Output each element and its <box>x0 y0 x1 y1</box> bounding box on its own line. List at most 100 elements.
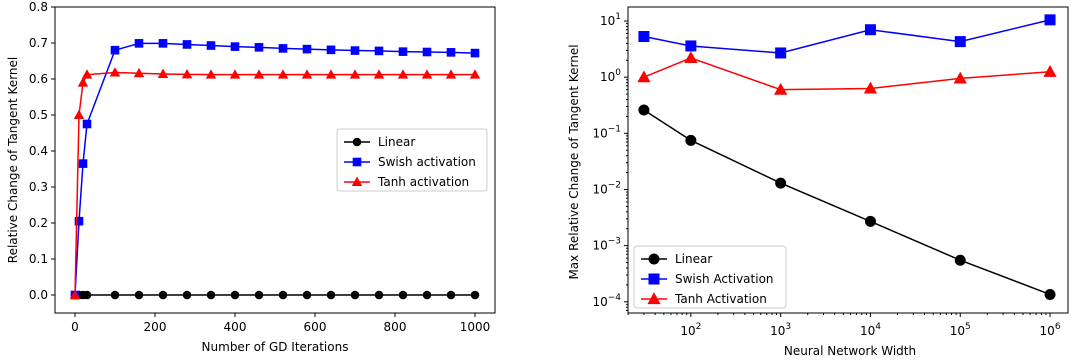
chart-relative-change-vs-iterations: 0 200 400 600 800 1000 0.00.10.20.30.40.50.60… <box>6 0 496 354</box>
legend-box <box>336 128 488 192</box>
data-point <box>230 42 240 51</box>
data-point <box>349 69 361 79</box>
x-tick-label: 1000 <box>460 320 491 334</box>
legend-item-tanh-activation: Tanh activation <box>344 175 469 189</box>
y-tick-label: 0.5 <box>29 108 48 122</box>
data-point <box>134 290 144 300</box>
data-point <box>158 290 168 300</box>
legend-marker <box>648 253 660 265</box>
data-point <box>229 69 241 79</box>
data-point <box>73 109 85 119</box>
x-tick-label: 104 <box>860 322 881 338</box>
data-point <box>181 68 193 79</box>
series-swish-activation <box>70 39 480 300</box>
x-tick-label: 200 <box>144 320 167 334</box>
data-point <box>182 40 192 49</box>
x-tick-label: 800 <box>384 320 407 334</box>
data-point <box>864 24 876 36</box>
x-axis-ticks: 0 200 400 600 800 1000 <box>71 313 490 334</box>
data-point <box>637 70 651 83</box>
x-tick-label: 105 <box>950 322 971 338</box>
data-point <box>954 254 966 266</box>
x-tick-label: 600 <box>304 320 327 334</box>
y-axis-ticks: 0.0 0.1 0.2 0.3 0.4 0.5 0.6 0.7 0.8 <box>29 0 55 302</box>
data-point <box>302 44 312 54</box>
data-point <box>775 47 787 59</box>
series-linear <box>70 290 480 300</box>
legend-label: Swish Activation <box>675 272 774 286</box>
plot-frame <box>627 6 1069 314</box>
y-tick-label: 0.0 <box>29 288 48 302</box>
data-point <box>775 177 787 189</box>
y-tick-label: 10−2 <box>592 180 621 196</box>
data-point <box>325 69 337 79</box>
y-tick-label: 0.4 <box>29 144 48 158</box>
y-axis-ticks: 10−4 10−3 10−2 10−1 100 101 <box>592 12 628 311</box>
data-point <box>78 159 88 168</box>
chart-max-change-vs-width: 102 103 104 105 106 10−4 10−3 10−2 10−1 100 101 N… <box>567 6 1069 358</box>
legend-item-tanh-activation: Tanh Activation <box>641 292 767 306</box>
legend-label: Tanh activation <box>377 175 469 189</box>
legend-box <box>633 245 787 309</box>
data-point <box>110 45 120 55</box>
y-axis-title: Max Relative Change of Tangent Kernel <box>567 44 581 279</box>
data-point <box>133 67 145 78</box>
data-point <box>254 290 264 300</box>
data-point <box>206 41 216 50</box>
series-tanh-activation <box>637 51 1057 95</box>
data-point <box>82 119 92 129</box>
legend-label: Linear <box>675 252 712 266</box>
legend-label: Linear <box>378 135 415 149</box>
data-point <box>397 69 409 79</box>
legend: Linear Swish Activation Tanh Activation <box>633 245 787 309</box>
data-point <box>422 47 432 57</box>
series-line <box>643 57 1051 91</box>
data-point <box>182 290 192 300</box>
y-tick-label: 0.1 <box>29 252 48 266</box>
series-group <box>69 39 481 300</box>
legend-item-linear: Linear <box>344 135 415 149</box>
data-point <box>685 134 697 146</box>
x-axis-title: Number of GD Iterations <box>202 340 349 354</box>
data-point <box>278 290 288 300</box>
x-tick-label: 400 <box>224 320 247 334</box>
data-point <box>374 46 384 56</box>
series-line <box>643 109 1051 296</box>
data-point <box>470 48 480 58</box>
series-swish-activation <box>638 14 1056 59</box>
legend-label: Swish activation <box>378 155 476 169</box>
data-point <box>77 77 89 87</box>
data-point <box>254 43 264 52</box>
data-point <box>157 68 169 78</box>
series-line <box>643 19 1051 54</box>
data-point <box>638 104 650 116</box>
data-point <box>350 46 360 55</box>
data-point <box>469 69 481 79</box>
data-point <box>69 289 81 299</box>
legend-marker <box>647 292 661 305</box>
legend-marker <box>352 157 362 167</box>
data-point <box>253 69 265 79</box>
series-linear <box>638 104 1056 300</box>
data-point <box>864 215 876 227</box>
y-tick-label: 0.6 <box>29 72 48 86</box>
y-axis-title: Relative Change of Tangent Kernel <box>6 57 20 263</box>
data-point <box>278 44 288 53</box>
x-axis-title: Neural Network Width <box>784 344 916 358</box>
data-point <box>638 31 650 43</box>
y-tick-label: 0.3 <box>29 180 48 194</box>
series-tanh-activation <box>69 67 481 299</box>
y-tick-label: 100 <box>600 68 621 84</box>
data-point <box>422 290 432 300</box>
series-group <box>637 14 1057 300</box>
data-point <box>158 39 168 48</box>
y-tick-label: 0.7 <box>29 36 48 50</box>
data-point <box>421 69 433 79</box>
data-point <box>206 290 216 300</box>
data-point <box>301 69 313 79</box>
x-tick-label: 0 <box>71 320 79 334</box>
data-point <box>398 47 408 56</box>
legend-marker <box>352 137 362 147</box>
data-point <box>134 39 144 48</box>
data-point <box>774 82 788 95</box>
